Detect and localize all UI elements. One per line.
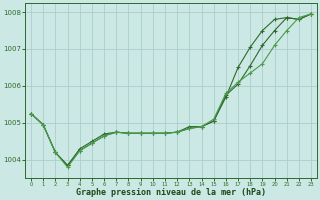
X-axis label: Graphe pression niveau de la mer (hPa): Graphe pression niveau de la mer (hPa): [76, 188, 266, 197]
